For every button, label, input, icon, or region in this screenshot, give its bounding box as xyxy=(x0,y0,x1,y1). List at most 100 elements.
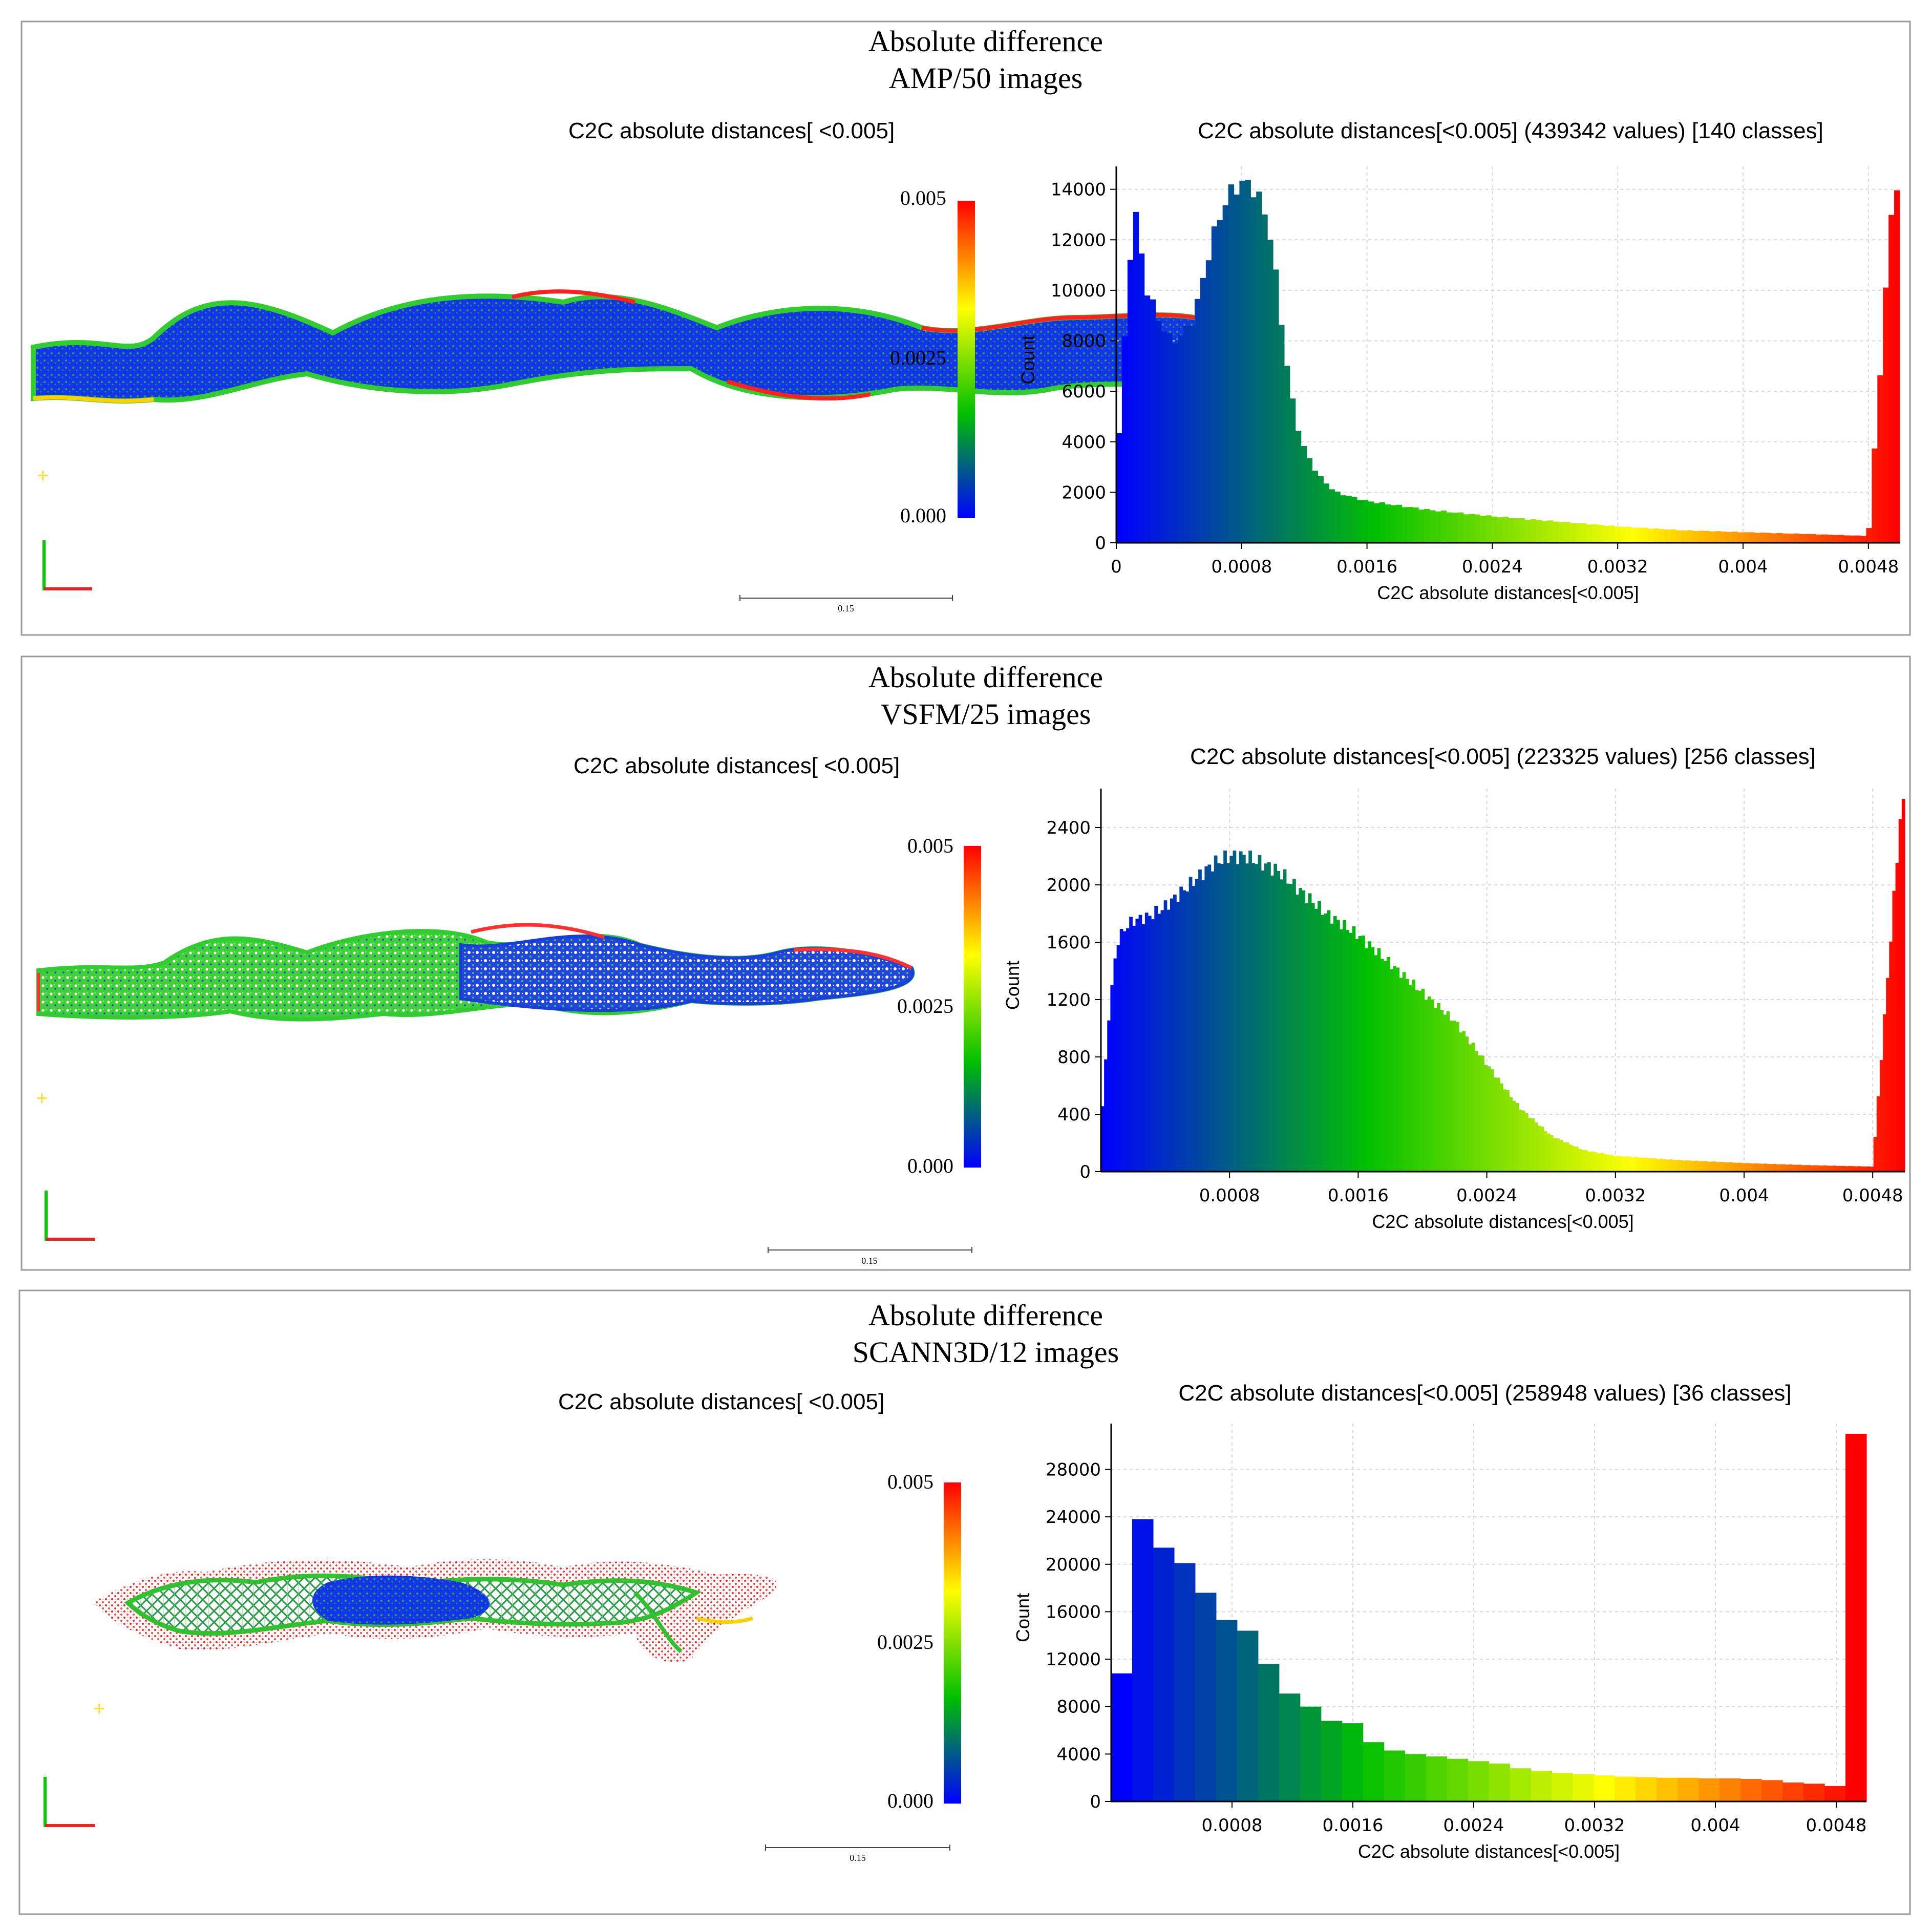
histogram-bar xyxy=(1795,1164,1799,1172)
histogram-bar xyxy=(1424,508,1430,543)
histogram-bar xyxy=(1521,1110,1525,1172)
histogram-bar xyxy=(1356,500,1363,543)
panel-2-scale-bar xyxy=(768,1247,972,1253)
panel-2-colorbar xyxy=(964,846,981,1168)
x-tick-label: 0.0016 xyxy=(1336,557,1397,577)
panel-3-colorbar xyxy=(944,1482,961,1804)
histogram-bar xyxy=(1462,1031,1466,1172)
histogram-bar xyxy=(1723,1162,1727,1172)
panel-1-scale-bar xyxy=(739,595,953,601)
histogram-bar xyxy=(1185,891,1190,1172)
histogram-bar xyxy=(1528,1118,1532,1172)
histogram-bar xyxy=(1222,205,1229,543)
histogram-bar xyxy=(1732,532,1738,543)
histogram-bar xyxy=(1318,901,1321,1172)
histogram-bar xyxy=(1685,1160,1689,1172)
histogram-bar xyxy=(1399,978,1403,1172)
histogram-bar xyxy=(1547,520,1554,543)
histogram-bar xyxy=(1748,532,1755,543)
histogram-bar xyxy=(1236,864,1240,1172)
histogram-bar xyxy=(1437,1003,1440,1172)
y-tick-label: 2400 xyxy=(1046,818,1091,838)
histogram-bar xyxy=(1549,1135,1554,1172)
histogram-bar xyxy=(1351,496,1357,543)
histogram-bar xyxy=(1306,458,1313,543)
histogram-bar xyxy=(1292,879,1296,1172)
histogram-bar xyxy=(1860,536,1867,543)
histogram-bar xyxy=(1132,1519,1154,1801)
histogram-bar xyxy=(1342,1723,1364,1801)
histogram-bar xyxy=(1754,1163,1758,1172)
histogram-bar xyxy=(1842,1165,1846,1172)
histogram-bar xyxy=(1155,321,1162,543)
histogram-bar xyxy=(1737,532,1744,543)
histogram-bar xyxy=(1418,510,1425,543)
histogram-bar xyxy=(1343,920,1346,1172)
histogram-bar xyxy=(1513,518,1520,543)
histogram-bar xyxy=(1502,517,1509,543)
histogram-bar xyxy=(1452,513,1458,543)
panel-1-cloud-red-edge xyxy=(512,289,635,304)
histogram-bar xyxy=(1405,979,1409,1172)
histogram-bar xyxy=(1824,1786,1846,1801)
histogram-bar xyxy=(1754,533,1760,543)
histogram-bar xyxy=(1418,990,1422,1172)
y-tick-label: 0 xyxy=(1079,1162,1091,1182)
histogram-bar xyxy=(1801,1165,1805,1172)
histogram-bar xyxy=(1468,1044,1472,1172)
histogram-bar xyxy=(1267,240,1273,543)
histogram-bar xyxy=(1234,194,1240,543)
histogram-bar xyxy=(1679,1160,1683,1172)
histogram-bar xyxy=(1877,375,1883,543)
y-tick-label: 4000 xyxy=(1061,432,1106,453)
histogram-bar xyxy=(1477,1055,1481,1172)
histogram-bar xyxy=(1694,1160,1698,1172)
panel-2-scale-label: 0.15 xyxy=(861,1256,878,1266)
histogram-bar xyxy=(1122,931,1127,1172)
histogram-bar xyxy=(1490,1069,1494,1172)
histogram-bar xyxy=(1519,518,1525,543)
histogram-bar xyxy=(1256,192,1262,543)
histogram-bar xyxy=(1330,923,1334,1172)
histogram-bar xyxy=(1129,917,1133,1172)
histogram-bar xyxy=(1704,531,1710,543)
histogram-bar xyxy=(1380,959,1384,1172)
histogram-bar xyxy=(1491,516,1497,543)
histogram-bar xyxy=(1587,1152,1591,1172)
y-tick-label: 8000 xyxy=(1061,331,1106,352)
histogram-bar xyxy=(1390,969,1393,1172)
histogram-bar xyxy=(1289,884,1293,1172)
histogram-bar xyxy=(1333,916,1337,1172)
histogram-bar xyxy=(1248,851,1252,1172)
histogram-bar xyxy=(1726,1162,1730,1172)
histogram-bar xyxy=(1393,966,1397,1172)
histogram-bar xyxy=(1229,856,1234,1172)
histogram-bar xyxy=(1426,1756,1448,1801)
histogram-bar xyxy=(1153,1548,1175,1801)
histogram-bar xyxy=(1531,1770,1553,1801)
panel-2-pivot-marker: + xyxy=(36,1087,48,1110)
y-tick-label: 20000 xyxy=(1046,1555,1101,1575)
histogram-2: C2C absolute distances[<0.005] (223325 v… xyxy=(1002,744,1905,1232)
y-tick-label: 16000 xyxy=(1046,1602,1101,1622)
histogram-bar xyxy=(1816,534,1822,543)
histogram-bar xyxy=(1889,941,1893,1172)
y-tick-label: 24000 xyxy=(1046,1507,1101,1528)
histogram-bar xyxy=(1653,528,1660,543)
histogram-bar xyxy=(1346,929,1350,1172)
y-tick-label: 12000 xyxy=(1046,1649,1101,1670)
panel-1-title: Absolute difference xyxy=(868,25,1103,58)
histogram-bar xyxy=(1715,531,1721,543)
histogram-bar xyxy=(1594,1152,1598,1172)
histogram-bar xyxy=(1644,1157,1648,1172)
panel-3-cloud-blue-core xyxy=(312,1575,490,1625)
histogram-bar xyxy=(1564,521,1570,543)
histogram-bar xyxy=(1530,519,1537,543)
histogram-bar xyxy=(1578,1149,1582,1172)
histogram-bar xyxy=(1820,1165,1824,1172)
histogram-bar xyxy=(1568,1144,1573,1172)
histogram-bar xyxy=(1854,1166,1858,1172)
histogram-bar xyxy=(1273,863,1278,1172)
panel-3-scale-label: 0.15 xyxy=(850,1853,866,1863)
panel-3-colorbar-max: 0.005 xyxy=(887,1470,933,1493)
